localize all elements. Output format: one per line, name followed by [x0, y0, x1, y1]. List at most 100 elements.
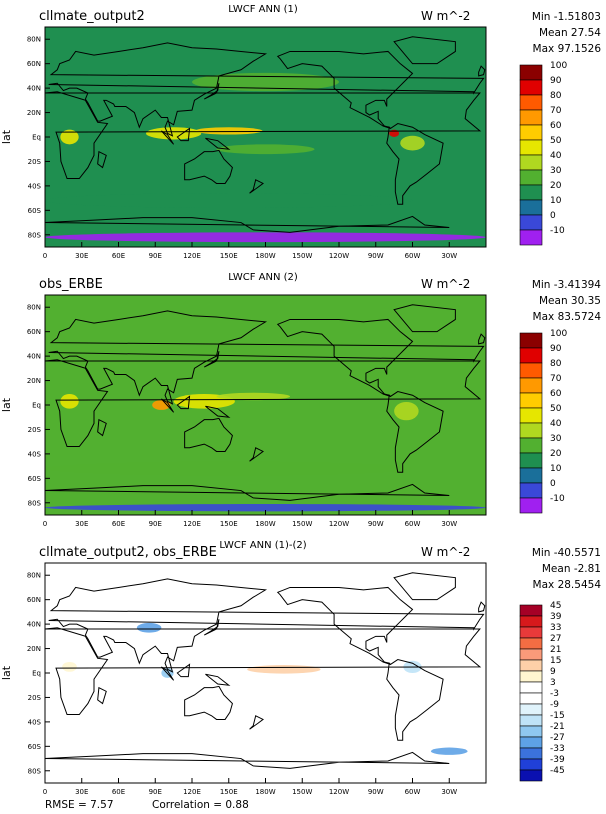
coastline-10 [203, 619, 220, 636]
map-field [45, 304, 486, 512]
lat-tick-label: 60N [27, 60, 41, 68]
coastline-2 [276, 318, 414, 397]
colorbar-swatch [519, 703, 543, 716]
map-background [45, 27, 486, 247]
colorbar-swatch [519, 94, 543, 111]
panel-units: W m^-2 [421, 9, 470, 23]
lon-tick-label: 90W [368, 252, 384, 260]
lon-tick-label: 120E [183, 788, 201, 796]
panel-obs: 80N 60N 40N 20N Eq 20S 40S 60S 80S 0 30E 60E 90E 120E… [0, 272, 601, 528]
colorbar-swatch [519, 497, 543, 514]
colorbar-label: 15 [550, 656, 561, 666]
colorbar-label: -33 [550, 744, 565, 754]
lon-tick-label: 90E [149, 520, 162, 528]
coastline-13 [249, 179, 264, 194]
lat-tick-label: 20S [28, 694, 42, 702]
lat-tick-label: 80N [27, 572, 41, 580]
colorbar-label: -45 [550, 766, 565, 776]
colorbar-swatch [519, 362, 543, 379]
colorbar-swatch [519, 229, 543, 246]
stat-line: Mean 27.54 [539, 27, 601, 39]
stat-line: Mean -2.81 [542, 563, 601, 575]
colorbar-swatch [519, 758, 543, 771]
coastline-2 [276, 50, 414, 129]
colorbar-label: 20 [550, 181, 562, 191]
colorbar-label: 27 [550, 634, 561, 644]
colorbar-swatch [519, 769, 543, 782]
lat-tick-label: Eq [32, 134, 41, 142]
lon-tick-label: 180W [255, 788, 275, 796]
colorbar-label: -27 [550, 733, 565, 743]
colorbar-label: -10 [550, 494, 565, 504]
field-feature-4 [394, 401, 419, 421]
field-feature-1 [146, 127, 202, 140]
coastline-12 [478, 601, 486, 613]
colorbar-swatch [519, 407, 543, 424]
coastline-3 [386, 659, 444, 741]
lon-tick-label: 30W [441, 252, 457, 260]
coastline-0 [45, 627, 482, 716]
coastline-12 [478, 65, 486, 77]
lon-tick-label: 150W [292, 252, 312, 260]
coastline-8 [176, 395, 191, 410]
lon-tick-label: 60W [405, 788, 421, 796]
colorbar-swatch [519, 692, 543, 705]
colorbar-label: 9 [550, 667, 556, 677]
colorbar-swatch [519, 604, 543, 617]
lon-tick-label: 150E [220, 520, 238, 528]
coastline-7 [161, 130, 175, 145]
colorbar-swatch [519, 139, 543, 156]
field-feature-5 [192, 340, 339, 360]
colorbar-label: 50 [550, 404, 562, 414]
map-background [45, 295, 486, 515]
lat-tick-label: 20S [28, 158, 42, 166]
coastline-7 [161, 398, 175, 413]
lat-tick-label: 40S [28, 450, 42, 458]
lon-tick-label: 120W [329, 788, 349, 796]
coastline-2 [276, 586, 414, 665]
colorbar-label: 100 [550, 329, 567, 339]
coastline-3 [386, 391, 444, 473]
stat-line: Max 97.1526 [533, 43, 602, 55]
field-feature-8 [45, 232, 486, 243]
panel-center-title: LWCF ANN (1) [228, 4, 298, 15]
lat-tick-label: 40S [28, 182, 42, 190]
field-feature-4 [430, 747, 468, 755]
colorbar-swatch [519, 437, 543, 454]
panel-left-title: obs_ERBE [39, 277, 103, 292]
colorbar-swatch [519, 169, 543, 186]
coastline-5 [45, 215, 450, 233]
field-feature-2 [216, 392, 290, 401]
colorbar-swatch [519, 670, 543, 683]
lon-tick-label: 150E [220, 252, 238, 260]
colorbar-swatch [519, 626, 543, 639]
colorbar-label: 10 [550, 464, 562, 474]
lat-tick-label: 40S [28, 718, 42, 726]
panel-diff: 80N 60N 40N 20N Eq 20S 40S 60S 80S 0 30E 60E 90E 120E… [0, 540, 601, 796]
coastline-6 [393, 572, 456, 601]
colorbar-swatch [519, 648, 543, 661]
coastline-13 [249, 447, 264, 462]
colorbar-swatch [519, 422, 543, 439]
lon-tick-label: 60E [112, 520, 125, 528]
y-axis-label: lat [0, 665, 13, 680]
lon-tick-label: 0 [43, 520, 47, 528]
colorbar-swatch [519, 154, 543, 171]
colorbar-label: -21 [550, 722, 565, 732]
lon-tick-label: 30E [75, 520, 88, 528]
panel-model: 80N 60N 40N 20N Eq 20S 40S 60S 80S 0 30E 60E 90E 120E… [0, 4, 601, 260]
field-feature-5 [216, 144, 315, 155]
lon-tick-label: 0 [43, 252, 47, 260]
colorbar-swatch [519, 332, 543, 349]
colorbar-swatch [519, 109, 543, 126]
colorbar-label: 21 [550, 645, 561, 655]
coastline-7 [161, 666, 175, 681]
lon-tick-label: 30W [441, 520, 457, 528]
colorbar-label: 40 [550, 151, 562, 161]
panel-units: W m^-2 [421, 277, 470, 291]
lon-tick-label: 90W [368, 520, 384, 528]
lat-tick-label: 60S [28, 743, 42, 751]
lon-tick-label: 60W [405, 252, 421, 260]
colorbar-label: -3 [550, 689, 559, 699]
